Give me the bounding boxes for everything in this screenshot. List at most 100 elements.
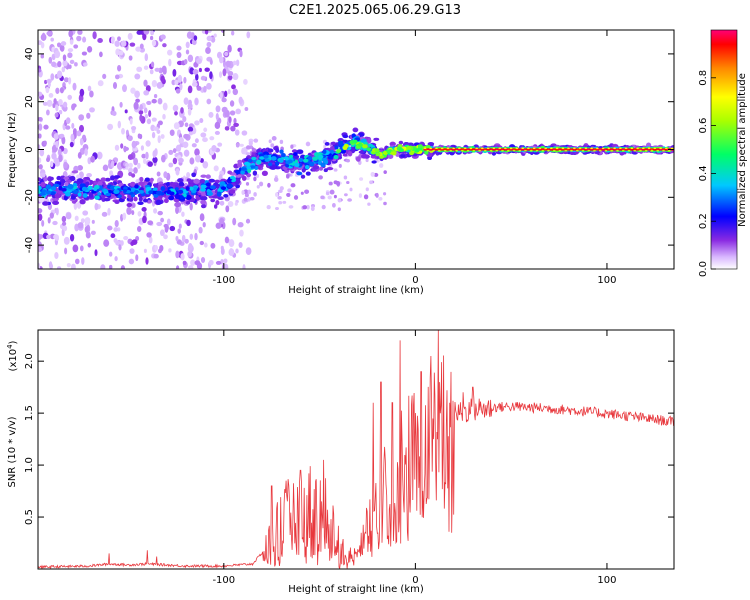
spectrogram-cell	[172, 69, 177, 77]
spectrogram-cell	[134, 90, 140, 98]
spectrogram-cell	[81, 257, 85, 265]
spectrogram-cell	[62, 54, 67, 62]
spectrogram-cell	[244, 161, 251, 166]
spectrogram-cell	[103, 197, 111, 202]
spectrogram-cell	[38, 40, 43, 46]
colorbar-ticks: 0.0 0.2 0.4 0.6 0.8	[698, 70, 716, 277]
spectrogram-cell	[137, 211, 142, 217]
spectrogram-cell	[99, 51, 103, 58]
spectrogram-cell	[40, 181, 46, 187]
spectrogram-cell	[186, 219, 191, 227]
spectrogram-cell	[152, 150, 157, 158]
spectrogram-cell	[342, 134, 349, 139]
spectrogram-cell	[58, 154, 63, 163]
spectrogram-cell	[558, 149, 562, 152]
spectrogram-cell	[54, 251, 59, 260]
spectrogram-cell	[178, 137, 185, 144]
spectrogram-cell	[463, 147, 467, 150]
snr-y-tick-label: 1.5	[24, 405, 35, 421]
spectrogram-cell	[178, 157, 184, 163]
spectrogram-cell	[61, 136, 66, 145]
spectrogram-cell	[54, 112, 59, 118]
spectrogram-cell	[87, 157, 92, 165]
spectrogram-cell	[168, 162, 174, 168]
spectrogram-cell	[128, 55, 133, 61]
spectrogram-cell	[72, 128, 77, 135]
spectrogram-cell	[506, 149, 510, 152]
spectrogram-cell	[77, 192, 82, 197]
spectrogram-cell	[312, 165, 320, 170]
spectrogram-cell	[175, 206, 179, 214]
spectrogram-cell	[174, 187, 179, 191]
spectrogram-cell	[613, 147, 616, 150]
spectrogram-cell	[149, 35, 154, 41]
spectrogram-cell	[214, 121, 221, 130]
spectrogram-cell	[233, 122, 239, 127]
spectrogram-cell	[227, 201, 234, 207]
spectrogram-cell	[292, 154, 300, 159]
spectrogram-cell	[229, 110, 236, 116]
spectrogram-cell	[73, 202, 78, 210]
spectrogram-cell	[211, 145, 217, 152]
spectrogram-cell	[57, 266, 62, 269]
spectrogram-cell	[187, 250, 192, 258]
spectrogram-cell	[271, 136, 277, 141]
spectrogram-cell	[162, 113, 166, 120]
spectrogram-y-tick-label: -20	[24, 189, 35, 205]
spectrogram-cell	[163, 234, 168, 240]
spectrogram-cell	[77, 222, 84, 229]
spectrogram-cell	[59, 179, 66, 184]
spectrogram-cell	[41, 32, 46, 40]
spectrogram-cell	[203, 127, 208, 133]
spectrogram-cell	[177, 178, 184, 183]
spectrogram-cell	[74, 62, 78, 67]
spectrogram-cell	[667, 149, 671, 152]
snr-frame	[37, 329, 675, 570]
spectrogram-cell	[221, 106, 228, 113]
spectrogram-cell	[417, 144, 423, 149]
spectrogram-cell	[633, 149, 637, 152]
spectrogram-cell	[213, 204, 218, 209]
spectrogram-cell	[247, 158, 253, 163]
spectrogram-cell	[38, 208, 43, 214]
spectrogram-cell	[241, 147, 246, 155]
spectrogram-cell	[227, 170, 233, 175]
spectrogram-cell	[452, 147, 456, 150]
spectrogram-cell	[54, 193, 61, 199]
spectrogram-cell	[460, 149, 464, 152]
spectrogram-cell	[323, 144, 327, 150]
spectrogram-cell	[278, 200, 283, 205]
spectrogram-cell	[547, 149, 550, 152]
spectrogram-cell	[52, 200, 60, 205]
spectrogram-cell	[361, 153, 368, 159]
spectrogram-cell	[328, 181, 333, 186]
spectrogram-cell	[97, 37, 103, 44]
spectrogram-cell	[284, 156, 289, 161]
spectrogram-cell	[137, 133, 141, 139]
spectrogram-cell	[286, 193, 291, 197]
spectrogram-cell	[524, 149, 527, 152]
spectrogram-cell	[277, 196, 282, 200]
spectrogram-cell	[296, 171, 303, 176]
spectrogram-cell	[38, 233, 42, 242]
spectrogram-cell	[58, 110, 63, 115]
spectrogram-cell	[183, 76, 187, 84]
spectrogram-cell	[153, 208, 158, 214]
spectrogram-cell	[138, 190, 144, 194]
spectrogram-cell	[241, 175, 247, 181]
spectrogram-cell	[148, 190, 153, 195]
spectrogram-cell	[267, 182, 271, 188]
spectrogram-cell	[73, 44, 79, 49]
spectrogram-cell	[326, 166, 334, 171]
spectrogram-cell	[192, 69, 199, 75]
spectrogram-cell	[636, 147, 639, 150]
spectrogram-cell	[126, 206, 132, 215]
spectrogram-cell	[120, 240, 124, 246]
spectrogram-cell	[358, 193, 362, 198]
spectrogram-cell	[160, 186, 166, 192]
snr-scale-base: (x10	[8, 349, 19, 372]
spectrogram-cell	[226, 183, 234, 189]
spectrogram-cell	[564, 149, 568, 152]
spectrogram-cell	[378, 196, 383, 201]
spectrogram-cell	[46, 157, 50, 163]
